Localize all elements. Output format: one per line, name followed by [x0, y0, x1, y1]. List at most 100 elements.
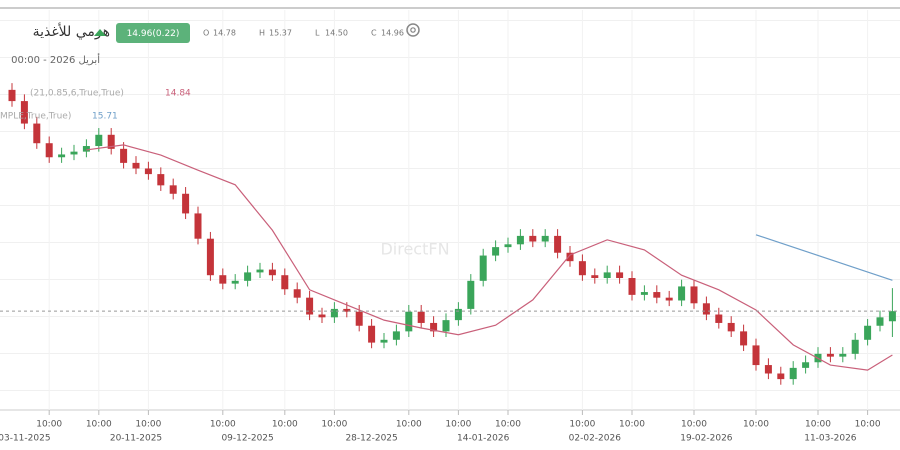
grid-background: [0, 0, 900, 410]
candle-body: [45, 143, 53, 158]
date-label: 14-01-2026: [457, 434, 510, 444]
candle-body: [120, 148, 128, 163]
x-tick-label: 10:00: [619, 420, 645, 430]
settings-icon[interactable]: [406, 23, 420, 37]
candle-body: [380, 339, 388, 343]
ohlc-key: L: [315, 29, 320, 38]
candle-body: [864, 325, 872, 340]
ohlc-key: C: [371, 29, 377, 38]
x-tick-label: 10:00: [321, 420, 347, 430]
candle-body: [764, 365, 772, 374]
candle-body: [107, 134, 115, 149]
up-arrow: [94, 29, 106, 36]
candle-body: [640, 292, 648, 295]
change-value: 14.96(0.22): [127, 29, 180, 39]
date-label: 19-02-2026: [680, 434, 733, 444]
candle-body: [405, 311, 413, 332]
ohlc-value: 14.96: [381, 29, 404, 38]
date-line: أبريل 2026 - 00:00: [11, 53, 100, 66]
ohlc-row: O 14.78 H 15.37 L 14.50 C 14.96: [203, 29, 404, 38]
x-tick-label: 10:00: [135, 420, 161, 430]
change-badge: [116, 23, 190, 43]
candle-body: [169, 185, 177, 194]
candle-body: [268, 269, 276, 276]
indicator-value: 15.71: [92, 112, 118, 122]
x-tick-label: 10:00: [86, 420, 112, 430]
candle-body: [244, 272, 252, 281]
candle-body: [591, 275, 599, 279]
candle-body: [442, 320, 450, 332]
indicator-value: 14.84: [165, 89, 191, 99]
ohlc-value: 15.37: [269, 29, 292, 38]
watermark: DirectFN: [380, 240, 449, 259]
candle-body: [368, 325, 376, 343]
indicator-label: MPLE,True,True): [0, 112, 71, 122]
candle-body: [355, 311, 363, 326]
candle-body: [281, 275, 289, 290]
candle-body: [20, 101, 28, 124]
candle-body: [330, 308, 338, 318]
candle-body: [752, 345, 760, 366]
symbol-title: هرمي للأغذية: [33, 22, 110, 40]
x-tick-label: 10:00: [396, 420, 422, 430]
candle-body: [8, 89, 16, 102]
candle-body: [306, 297, 314, 315]
candle-body: [554, 235, 562, 253]
x-tick-label: 10:00: [445, 420, 471, 430]
date-label: 11-03-2026: [804, 434, 857, 444]
candle-body: [417, 311, 425, 323]
candle-body: [318, 314, 326, 318]
candle-body: [492, 247, 500, 256]
candle-body: [219, 275, 227, 284]
candle-body: [603, 272, 611, 279]
indicator-line: [86, 144, 893, 371]
date-label: 09-12-2025: [221, 434, 273, 444]
candle-body: [144, 168, 152, 175]
candle-body: [516, 235, 524, 245]
x-tick-label: 10:00: [855, 420, 881, 430]
ohlc-value: 14.78: [213, 29, 236, 38]
indicator-line: [755, 234, 893, 281]
candle-body: [616, 272, 624, 279]
candle-body: [727, 322, 735, 332]
candle-body: [194, 213, 202, 239]
candle-body: [888, 311, 896, 322]
candle-body: [479, 255, 487, 281]
ohlc-key: H: [259, 29, 265, 38]
x-tick-label: 10:00: [272, 420, 298, 430]
candle-body: [430, 322, 438, 332]
ohlc-key: O: [203, 29, 209, 38]
plot: 10:00 10:00 10:00 10:00 10:00 10:00 10:00 10:00…: [0, 10, 900, 444]
candle-body: [826, 353, 834, 357]
candle-body: [231, 280, 239, 284]
candle-body: [665, 297, 673, 301]
candle-body: [293, 289, 301, 298]
candle-body: [566, 252, 574, 262]
candle-body: [839, 353, 847, 357]
candle-body: [529, 235, 537, 242]
candle-body: [802, 362, 810, 368]
candle-body: [628, 278, 636, 295]
x-tick-label: 10:00: [681, 420, 707, 430]
candle-body: [82, 146, 90, 152]
x-tick-label: 10:00: [569, 420, 595, 430]
x-tick-label: 10:00: [36, 420, 62, 430]
candle-body: [58, 154, 66, 158]
candle-body: [70, 151, 78, 155]
candle-body: [541, 235, 549, 242]
candle-body: [715, 314, 723, 323]
date-label: 28-12-2025: [345, 434, 397, 444]
x-tick-label: 10:00: [495, 420, 521, 430]
candle-body: [702, 303, 710, 315]
indicator-label: (21,0.85,6,True,True): [30, 89, 124, 99]
candle-body: [454, 308, 462, 321]
candle-body: [343, 308, 351, 312]
date-label: 03-11-2025: [0, 434, 51, 444]
candle-body: [467, 280, 475, 309]
x-tick-label: 10:00: [805, 420, 831, 430]
candle-body: [876, 317, 884, 326]
candle-body: [157, 174, 165, 186]
candle-body: [182, 193, 190, 214]
candle-body: [777, 373, 785, 380]
